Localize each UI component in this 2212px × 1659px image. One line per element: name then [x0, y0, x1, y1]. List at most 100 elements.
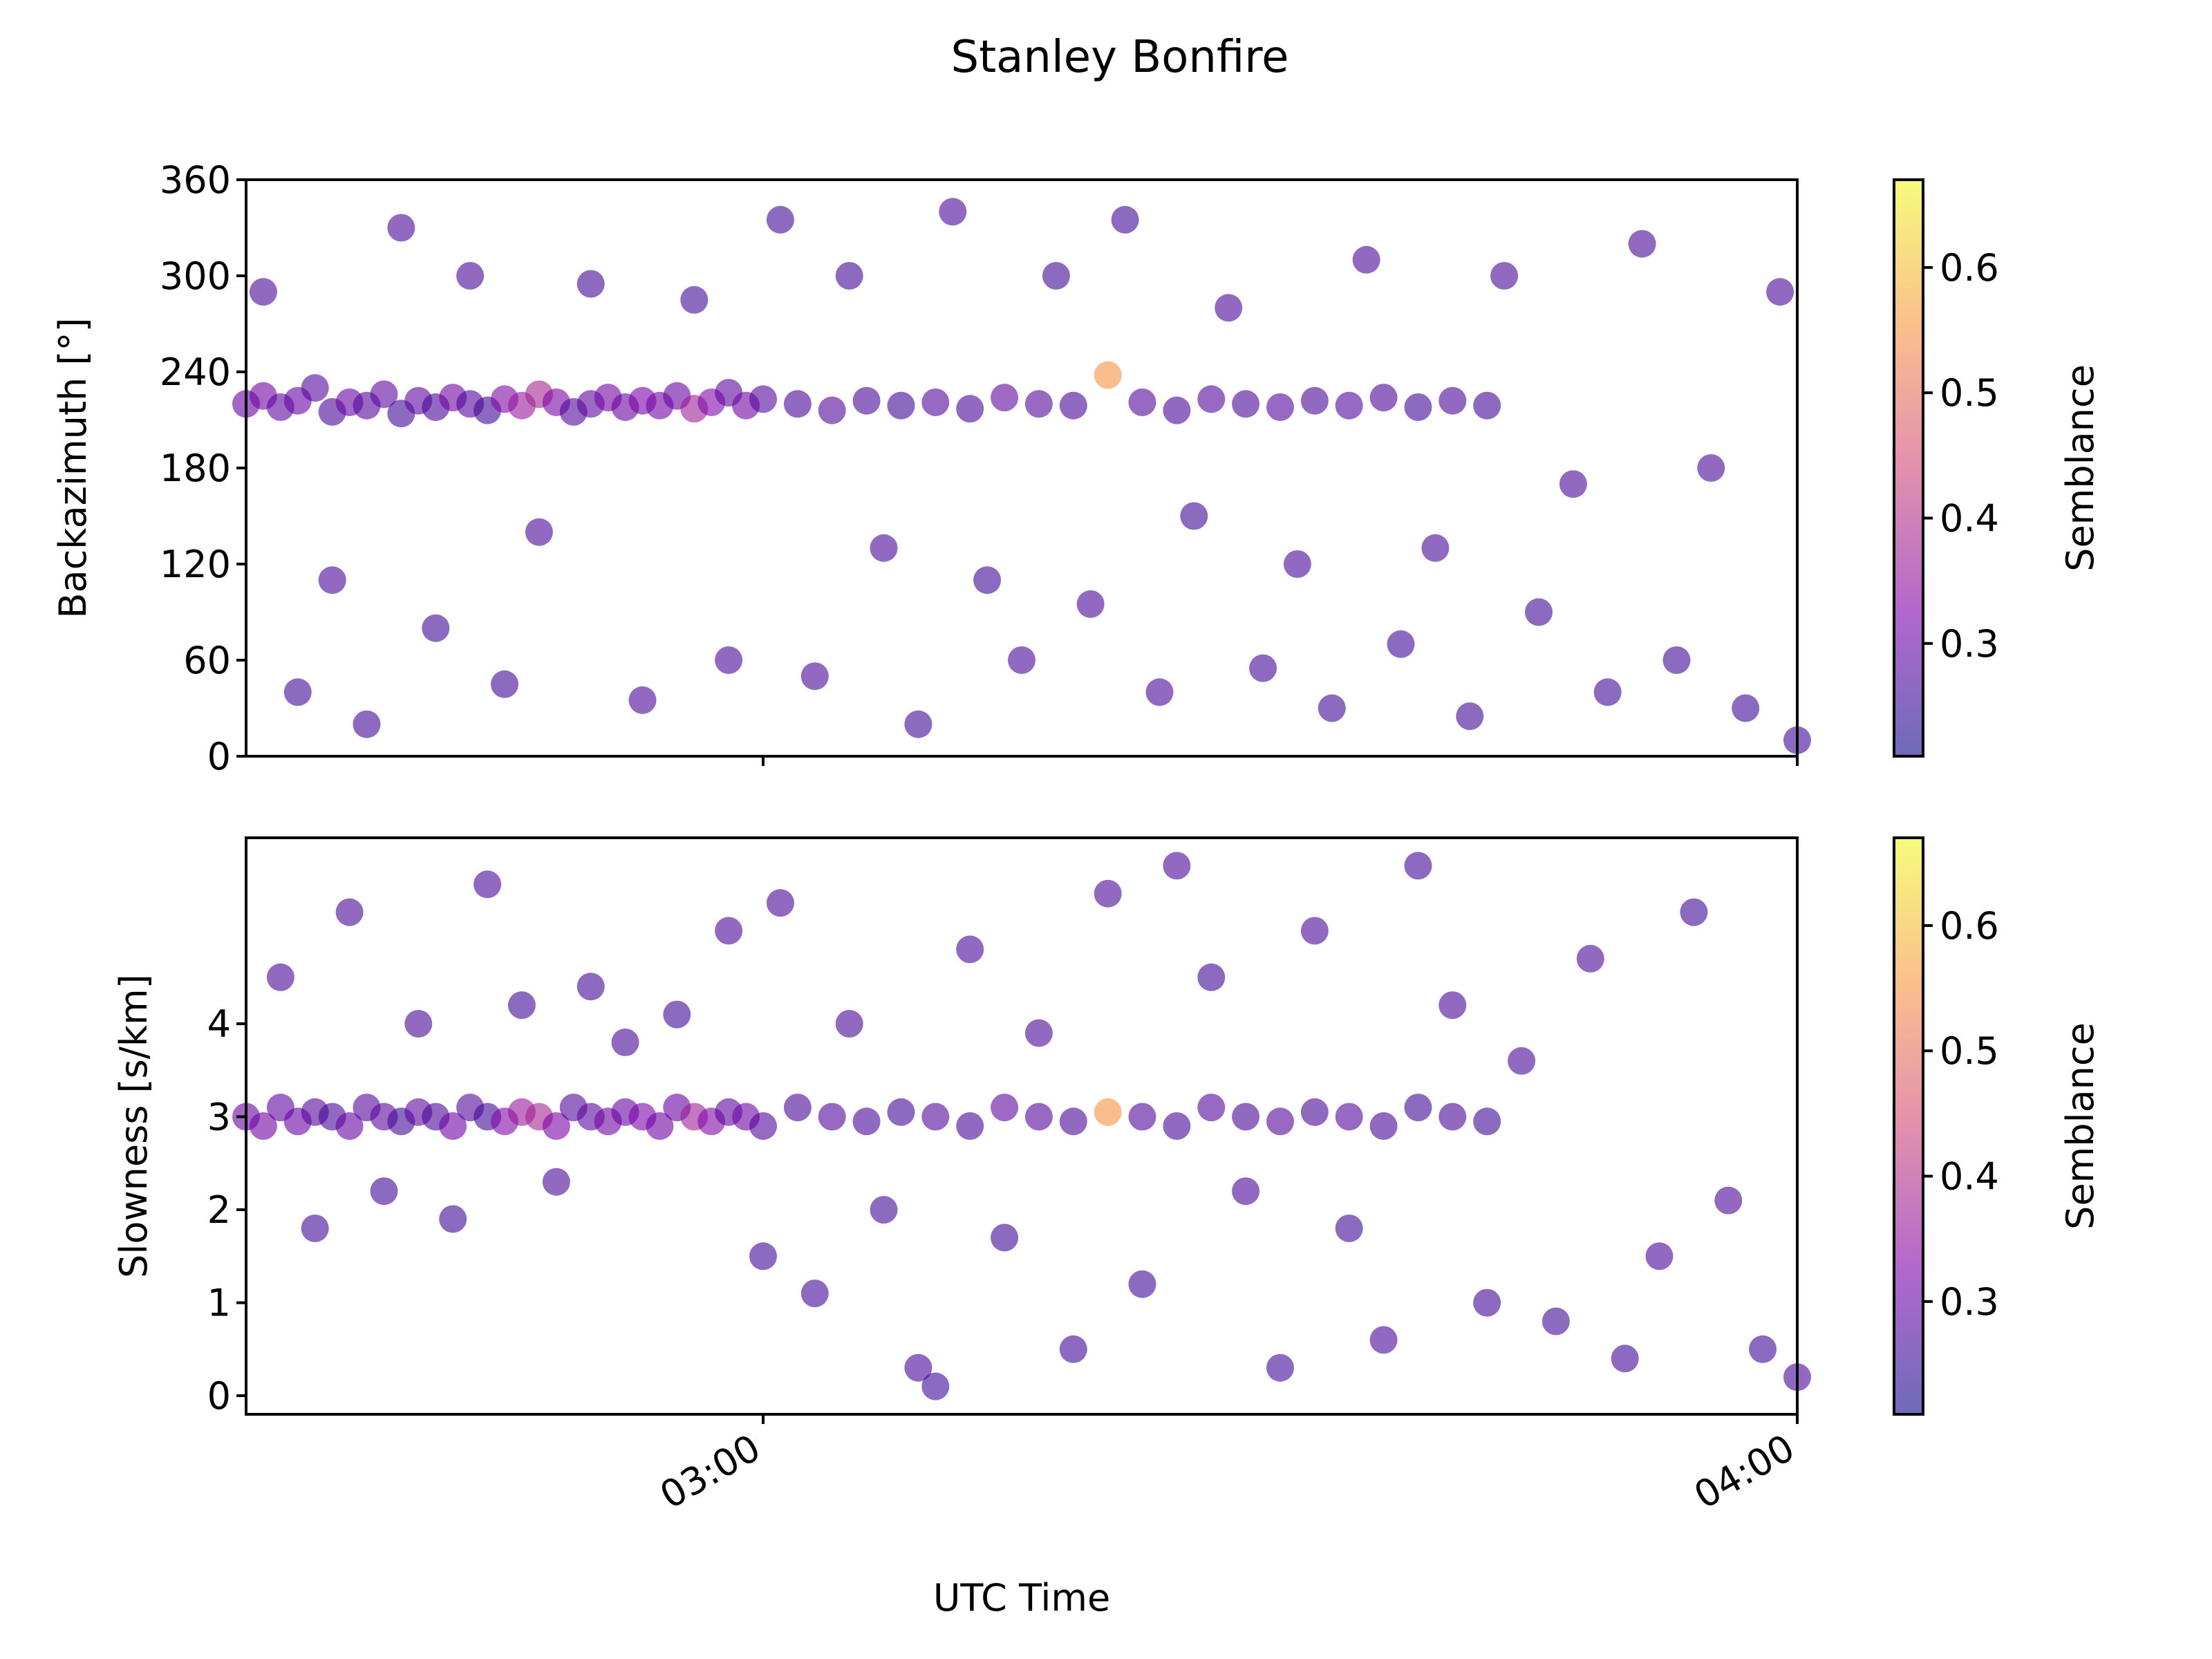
- colorbar-tick-label: 0.3: [1940, 622, 1999, 666]
- data-point: [852, 386, 881, 415]
- data-point: [973, 566, 1002, 594]
- data-point: [1128, 388, 1156, 416]
- data-point: [991, 1224, 1019, 1252]
- data-point: [800, 662, 829, 691]
- data-point: [525, 518, 553, 546]
- data-point: [1094, 1098, 1122, 1126]
- data-point: [301, 374, 329, 402]
- data-point: [1024, 1019, 1053, 1047]
- slowness-points: [232, 852, 1811, 1400]
- colorbar-gradient: [1894, 838, 1923, 1414]
- data-point: [852, 1107, 881, 1136]
- data-point: [1059, 391, 1087, 420]
- data-point: [1232, 390, 1260, 418]
- data-point: [1438, 386, 1467, 415]
- y-tick-label: 4: [207, 1002, 231, 1046]
- chart-title: Stanley Bonfire: [950, 32, 1288, 83]
- data-point: [715, 646, 743, 674]
- data-point: [1697, 454, 1725, 482]
- data-point: [249, 1112, 277, 1140]
- data-point: [1128, 1270, 1156, 1298]
- data-point: [1438, 991, 1467, 1020]
- data-point: [1163, 1112, 1191, 1140]
- y-tick-label: 360: [160, 158, 231, 202]
- data-point: [1076, 590, 1105, 618]
- data-point: [1438, 1103, 1467, 1131]
- data-point: [766, 205, 794, 234]
- data-point: [1145, 678, 1174, 706]
- data-point: [1404, 1094, 1432, 1122]
- data-point: [1266, 1107, 1294, 1136]
- data-point: [887, 391, 915, 420]
- data-point: [939, 198, 967, 226]
- data-point: [1094, 361, 1122, 389]
- data-point: [456, 262, 485, 290]
- data-point: [474, 870, 502, 899]
- data-point: [1232, 1177, 1260, 1206]
- slowness-panel: 0 1 2 3 4 03:00 04:00 Slowness [s/km] UTC Tim…: [112, 836, 1811, 1620]
- data-point: [1766, 278, 1794, 306]
- slowness-axes-frame: [245, 836, 1799, 1416]
- data-point: [1576, 944, 1604, 973]
- y-tick-label: 0: [207, 735, 231, 778]
- colorbar-tick-label: 0.5: [1940, 371, 1999, 415]
- data-point: [1128, 1103, 1156, 1131]
- data-point: [835, 1010, 863, 1038]
- data-point: [1163, 396, 1191, 424]
- data-point: [818, 396, 846, 424]
- data-point: [1456, 702, 1484, 731]
- data-point: [318, 566, 346, 594]
- data-point: [1042, 262, 1070, 290]
- colorbar-tick-label: 0.6: [1940, 246, 1999, 290]
- data-point: [956, 395, 984, 423]
- data-point: [577, 270, 605, 298]
- data-point: [663, 1000, 691, 1029]
- data-point: [387, 214, 415, 242]
- data-point: [335, 1112, 364, 1140]
- data-point: [577, 973, 605, 1001]
- colorbar-tick-label: 0.3: [1940, 1280, 1999, 1324]
- data-point: [1508, 1047, 1536, 1075]
- data-point: [1611, 1344, 1639, 1373]
- data-point: [1473, 391, 1501, 420]
- data-point: [835, 262, 863, 290]
- data-point: [439, 1205, 467, 1233]
- data-point: [611, 1028, 639, 1056]
- y-tick-label: 120: [160, 543, 231, 586]
- data-point: [1024, 1103, 1053, 1131]
- data-point: [1628, 229, 1656, 258]
- data-point: [1249, 654, 1277, 682]
- data-point: [1645, 1242, 1674, 1271]
- data-point: [749, 1112, 777, 1140]
- colorbar-ticks: 0.3 0.4 0.5 0.6: [1923, 246, 1999, 666]
- data-point: [783, 1094, 812, 1122]
- data-point: [1197, 385, 1226, 413]
- data-point: [1215, 294, 1243, 322]
- data-point: [1300, 1098, 1329, 1126]
- data-point: [1059, 1107, 1087, 1136]
- data-point: [1541, 1307, 1570, 1335]
- data-point: [1749, 1335, 1777, 1363]
- data-point: [1335, 391, 1363, 420]
- x-tick-label: 03:00: [653, 1426, 767, 1517]
- data-point: [956, 935, 984, 964]
- y-tick-label: 3: [207, 1096, 231, 1139]
- data-point: [1714, 1186, 1743, 1215]
- data-point: [921, 1372, 950, 1400]
- data-point: [628, 686, 657, 714]
- data-point: [1024, 390, 1053, 418]
- data-point: [818, 1103, 846, 1131]
- data-point: [1369, 1112, 1398, 1140]
- data-point: [404, 1010, 433, 1038]
- y-tick-label: 240: [160, 350, 231, 394]
- y-tick-label: 300: [160, 254, 231, 298]
- backazimuth-xticks: [762, 756, 1799, 766]
- x-tick-label: 04:00: [1687, 1426, 1801, 1517]
- data-point: [991, 1094, 1019, 1122]
- data-point: [1404, 393, 1432, 421]
- data-point: [1473, 1288, 1501, 1317]
- data-point: [904, 1353, 932, 1382]
- data-point: [921, 1103, 950, 1131]
- backazimuth-ylabel: Backazimuth [°]: [51, 317, 95, 618]
